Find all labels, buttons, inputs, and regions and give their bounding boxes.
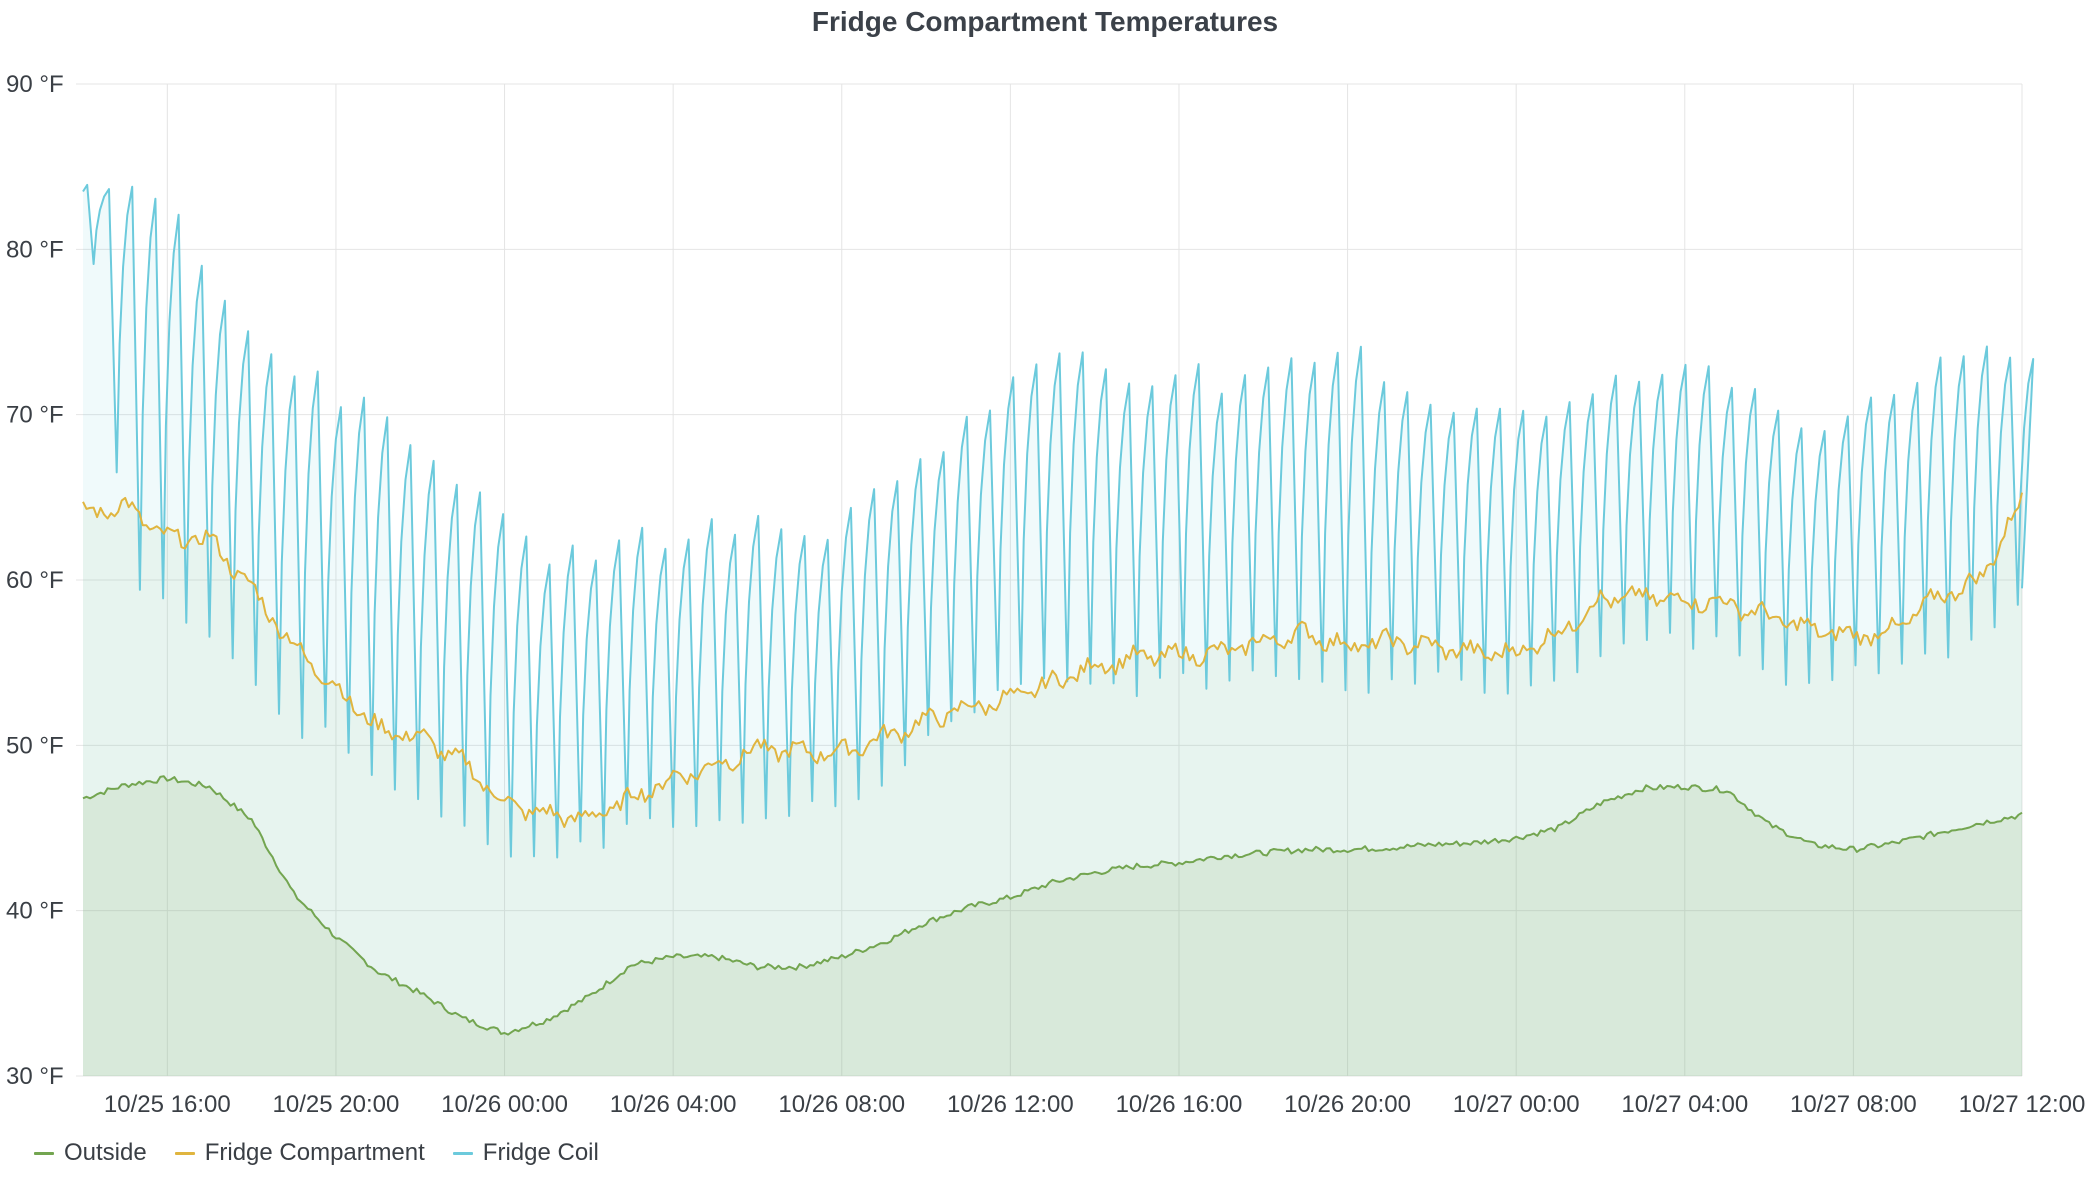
y-tick-label: 40 °F xyxy=(6,898,64,925)
series-line-fridge-coil[interactable] xyxy=(82,183,2035,859)
x-tick-label: 10/27 12:00 xyxy=(1959,1091,2086,1118)
series-line-outside[interactable] xyxy=(82,775,2023,1036)
x-tick-label: 10/25 20:00 xyxy=(273,1091,400,1118)
legend-swatch-fridge-compartment xyxy=(174,1151,195,1155)
x-tick-label: 10/26 00:00 xyxy=(441,1091,568,1118)
y-tick-label: 70 °F xyxy=(6,402,64,429)
legend-item-fridge-coil[interactable]: Fridge Coil xyxy=(452,1139,599,1167)
legend-item-outside[interactable]: Outside xyxy=(34,1139,147,1167)
x-tick-label: 10/26 16:00 xyxy=(1116,1091,1243,1118)
x-tick-label: 10/26 20:00 xyxy=(1284,1091,1411,1118)
y-tick-label: 60 °F xyxy=(6,567,64,594)
legend-swatch-fridge-coil xyxy=(452,1151,473,1155)
y-tick-label: 50 °F xyxy=(6,732,64,759)
x-tick-label: 10/27 04:00 xyxy=(1621,1091,1748,1118)
x-tick-label: 10/26 04:00 xyxy=(610,1091,737,1118)
series-line-fridge-compartment[interactable] xyxy=(82,492,2023,828)
legend-item-fridge-compartment[interactable]: Fridge Compartment xyxy=(174,1139,425,1167)
legend-label-fridge-coil: Fridge Coil xyxy=(482,1139,599,1166)
series-area-fridge-compartment xyxy=(83,492,2022,1077)
legend-label-fridge-compartment: Fridge Compartment xyxy=(204,1139,425,1166)
x-tick-label: 10/26 12:00 xyxy=(947,1091,1074,1118)
x-tick-label: 10/27 00:00 xyxy=(1453,1091,1580,1118)
legend: Outside Fridge Compartment Fridge Coil xyxy=(34,1139,599,1167)
y-tick-label: 90 °F xyxy=(6,71,64,98)
x-tick-label: 10/26 08:00 xyxy=(778,1091,905,1118)
series-area-fridge-coil xyxy=(83,184,2034,1076)
x-tick-label: 10/27 08:00 xyxy=(1790,1091,1917,1118)
y-tick-label: 30 °F xyxy=(6,1063,64,1090)
legend-swatch-outside xyxy=(34,1151,54,1155)
y-tick-label: 80 °F xyxy=(6,236,64,263)
chart-title: Fridge Compartment Temperatures xyxy=(811,6,1279,37)
x-tick-label: 10/25 16:00 xyxy=(104,1091,231,1118)
series-area-outside xyxy=(83,776,2022,1076)
legend-label-outside: Outside xyxy=(64,1139,147,1166)
